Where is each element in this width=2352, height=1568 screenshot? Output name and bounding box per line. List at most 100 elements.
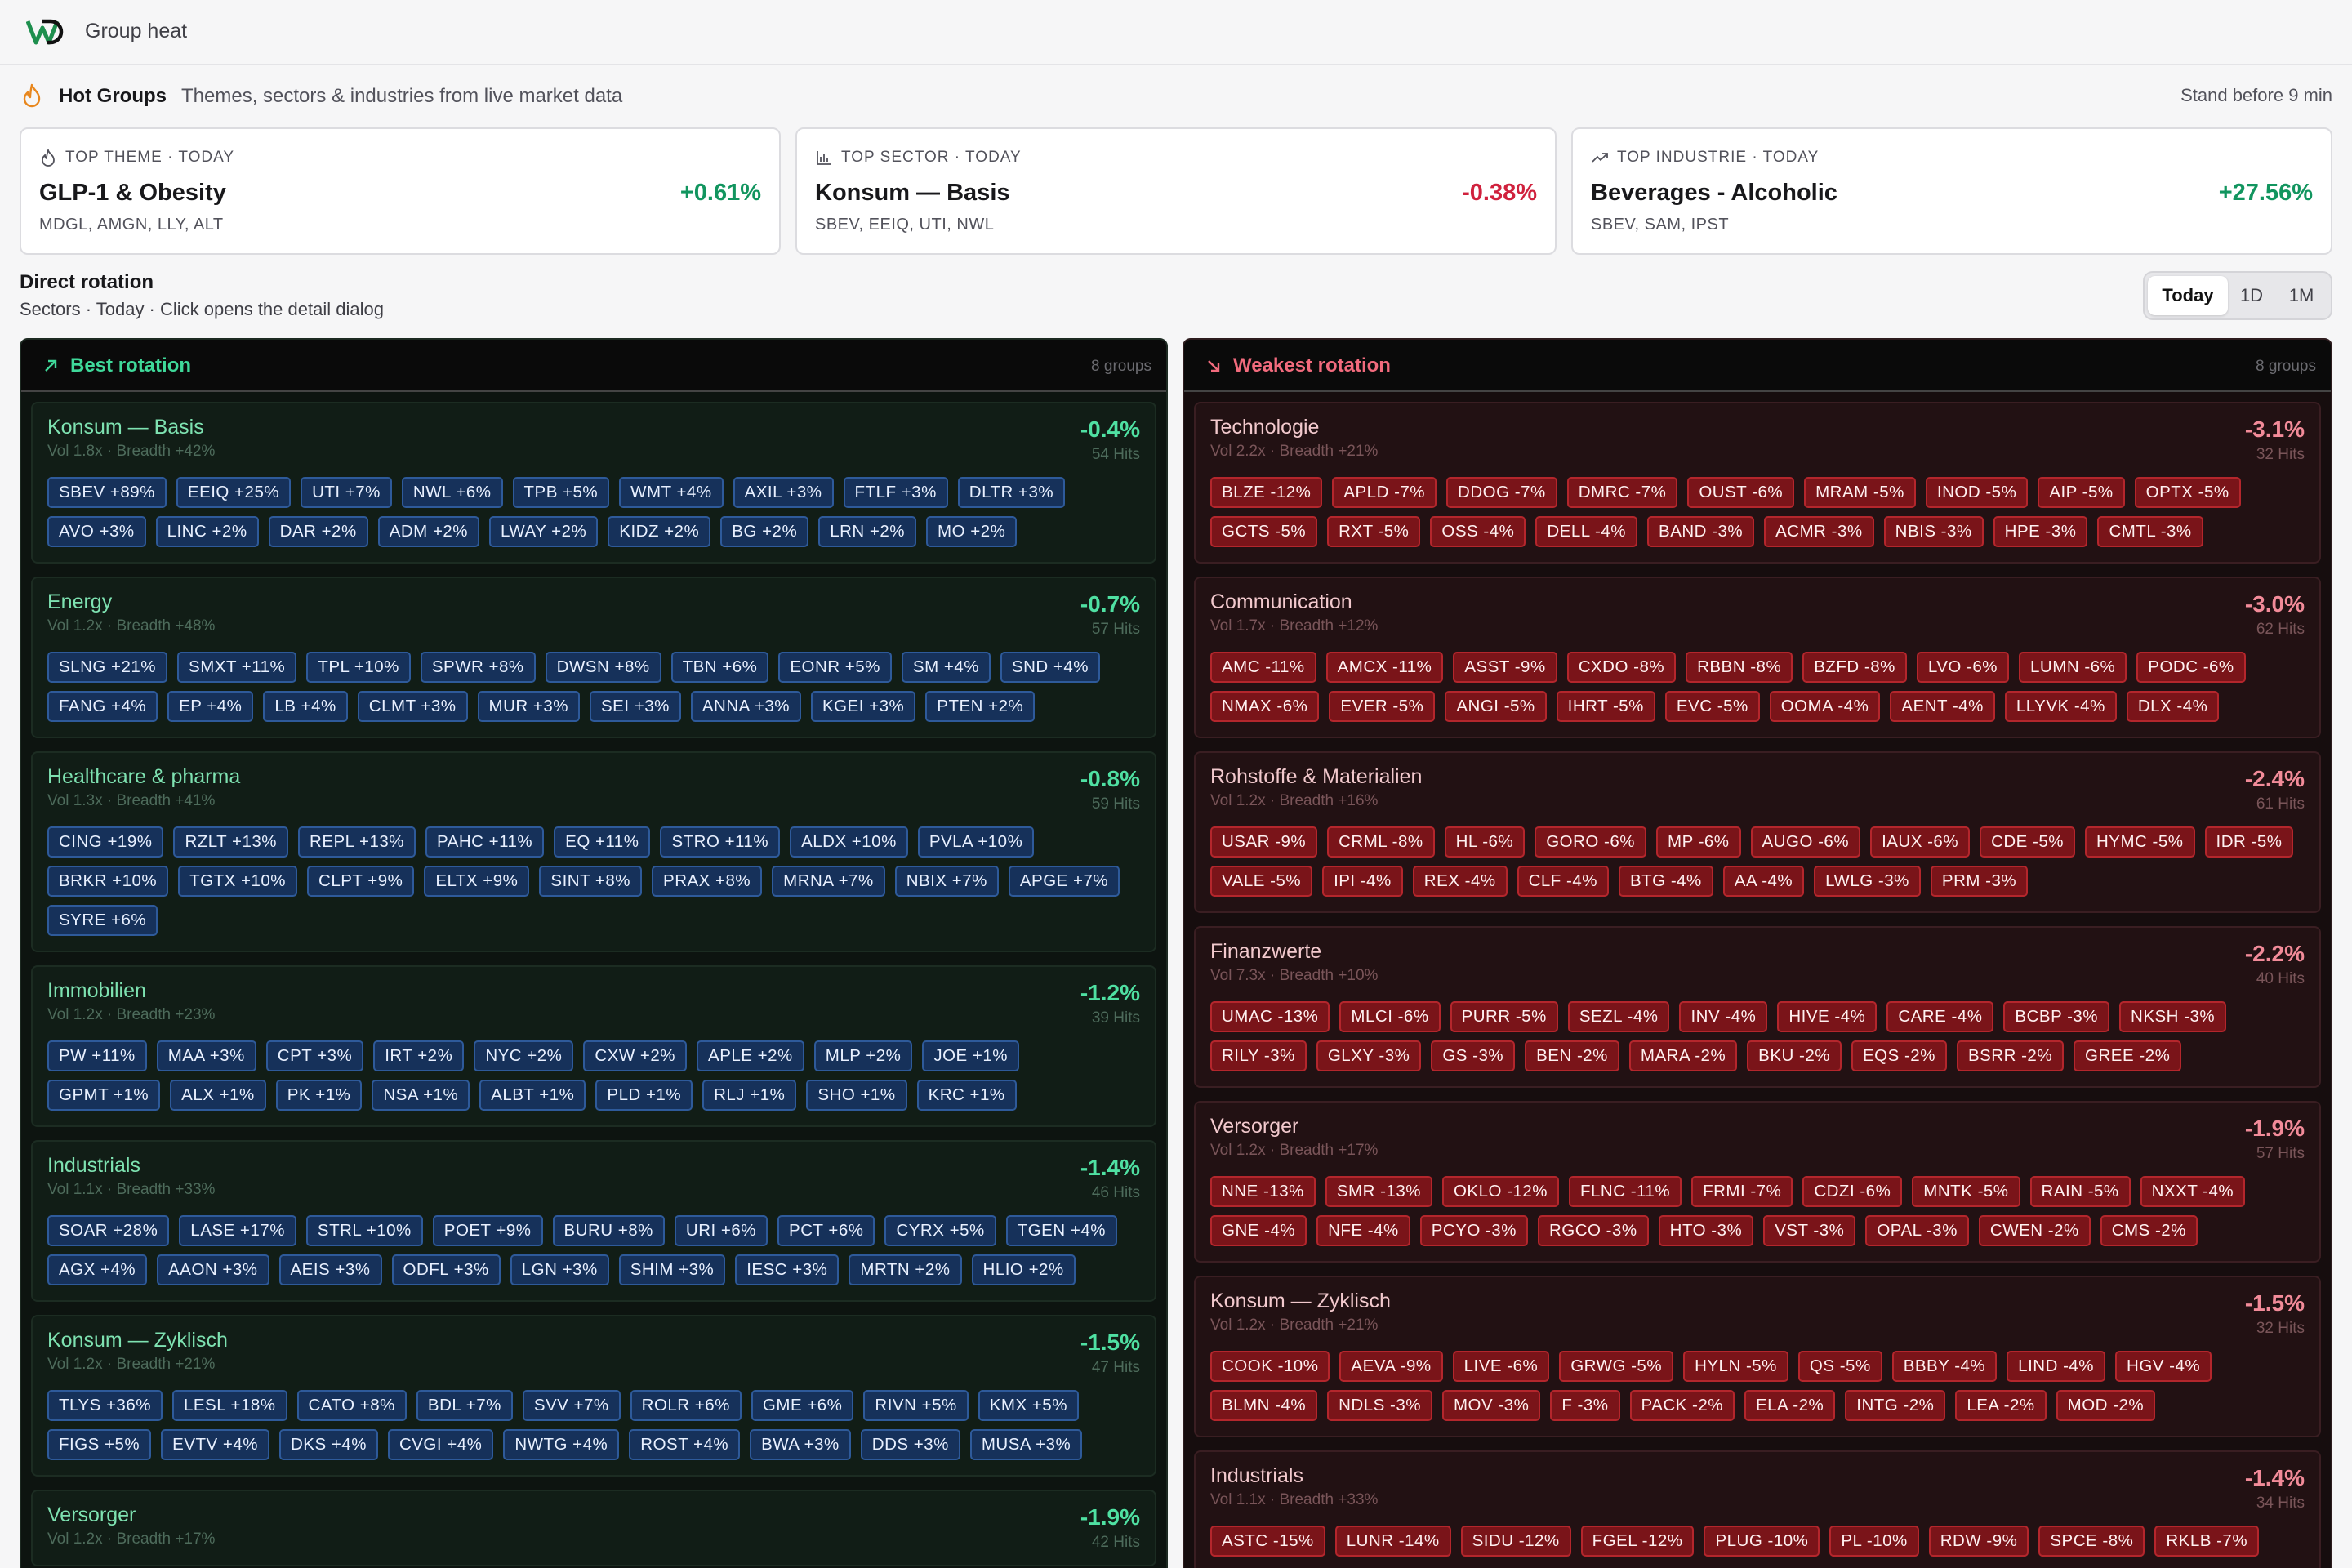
ticker-chip[interactable]: SHIM +3% <box>618 1254 726 1285</box>
ticker-chip[interactable]: MRAM -5% <box>1804 477 1916 508</box>
ticker-chip[interactable]: SPWR +8% <box>420 652 536 683</box>
ticker-chip[interactable]: APLE +2% <box>697 1040 804 1071</box>
ticker-chip[interactable]: NNE -13% <box>1210 1176 1316 1207</box>
ticker-chip[interactable]: PLUG -10% <box>1704 1526 1820 1557</box>
ticker-chip[interactable]: SYRE +6% <box>47 905 158 936</box>
ticker-chip[interactable]: PODC -6% <box>2136 652 2246 683</box>
ticker-chip[interactable]: APGE +7% <box>1008 866 1120 897</box>
ticker-chip[interactable]: USAR -9% <box>1210 826 1318 858</box>
ticker-chip[interactable]: ROST +4% <box>629 1429 741 1460</box>
ticker-chip[interactable]: BWA +3% <box>750 1429 851 1460</box>
ticker-chip[interactable]: CMTL -3% <box>2097 516 2203 547</box>
ticker-chip[interactable]: MARA -2% <box>1628 1040 1738 1071</box>
ticker-chip[interactable]: SBEV +89% <box>47 477 167 508</box>
rotation-group[interactable]: Versorger Vol 1.2x · Breadth +17% -1.9% 42 … <box>31 1490 1156 1566</box>
ticker-chip[interactable]: AEVA -9% <box>1339 1351 1443 1382</box>
ticker-chip[interactable]: CLF -4% <box>1517 866 1609 897</box>
ticker-chip[interactable]: SND +4% <box>1000 652 1101 683</box>
ticker-chip[interactable]: CING +19% <box>47 826 164 858</box>
ticker-chip[interactable]: BBBY -4% <box>1891 1351 1998 1382</box>
ticker-chip[interactable]: NKSH -3% <box>2119 1001 2227 1032</box>
ticker-chip[interactable]: EQ +11% <box>554 826 651 858</box>
ticker-chip[interactable]: ALDX +10% <box>790 826 908 858</box>
ticker-chip[interactable]: AEIS +3% <box>278 1254 382 1285</box>
ticker-chip[interactable]: KIDZ +2% <box>608 516 711 547</box>
ticker-chip[interactable]: TGTX +10% <box>178 866 298 897</box>
ticker-chip[interactable]: AIP -5% <box>2038 477 2125 508</box>
ticker-chip[interactable]: CDE -5% <box>1980 826 2075 858</box>
timeframe-today[interactable]: Today <box>2148 276 2228 315</box>
ticker-chip[interactable]: ALBT +1% <box>479 1080 586 1111</box>
ticker-chip[interactable]: IPI -4% <box>1322 866 1403 897</box>
ticker-chip[interactable]: ANNA +3% <box>690 691 801 722</box>
ticker-chip[interactable]: LRN +2% <box>818 516 916 547</box>
ticker-chip[interactable]: GNE -4% <box>1210 1215 1307 1246</box>
ticker-chip[interactable]: SM +4% <box>901 652 991 683</box>
ticker-chip[interactable]: PURR -5% <box>1450 1001 1558 1032</box>
rotation-group[interactable]: Industrials Vol 1.1x · Breadth +33% -1.4% 3… <box>1194 1450 2321 1568</box>
ticker-chip[interactable]: AVO +3% <box>47 516 146 547</box>
ticker-chip[interactable]: RGCO -3% <box>1537 1215 1649 1246</box>
ticker-chip[interactable]: TBN +6% <box>670 652 769 683</box>
ticker-chip[interactable]: SEI +3% <box>590 691 681 722</box>
ticker-chip[interactable]: HLIO +2% <box>971 1254 1076 1285</box>
ticker-chip[interactable]: CDZI -6% <box>1802 1176 1903 1207</box>
ticker-chip[interactable]: REX -4% <box>1412 866 1508 897</box>
ticker-chip[interactable]: BLMN -4% <box>1210 1390 1318 1421</box>
ticker-chip[interactable]: FLNC -11% <box>1568 1176 1682 1207</box>
ticker-chip[interactable]: DDS +3% <box>860 1429 960 1460</box>
ticker-chip[interactable]: DLX -4% <box>2126 691 2220 722</box>
ticker-chip[interactable]: IRT +2% <box>373 1040 465 1071</box>
ticker-chip[interactable]: MP -6% <box>1656 826 1741 858</box>
ticker-chip[interactable]: FRMI -7% <box>1691 1176 1793 1207</box>
ticker-chip[interactable]: TGEN +4% <box>1005 1215 1117 1246</box>
ticker-chip[interactable]: MOV -3% <box>1441 1390 1541 1421</box>
ticker-chip[interactable]: F -3% <box>1550 1390 1620 1421</box>
ticker-chip[interactable]: PL -10% <box>1829 1526 1919 1557</box>
ticker-chip[interactable]: EVER -5% <box>1329 691 1436 722</box>
ticker-chip[interactable]: CYRX +5% <box>884 1215 996 1246</box>
ticker-chip[interactable]: LEA -2% <box>1955 1390 2047 1421</box>
ticker-chip[interactable]: GPMT +1% <box>47 1080 161 1111</box>
ticker-chip[interactable]: BLZE -12% <box>1210 477 1323 508</box>
ticker-chip[interactable]: MOD -2% <box>2056 1390 2156 1421</box>
ticker-chip[interactable]: NDLS -3% <box>1327 1390 1432 1421</box>
ticker-chip[interactable]: ASST -9% <box>1453 652 1557 683</box>
rotation-group[interactable]: Communication Vol 1.7x · Breadth +12% -3.0… <box>1194 577 2321 738</box>
ticker-chip[interactable]: INTG -2% <box>1845 1390 1946 1421</box>
rotation-group[interactable]: Technologie Vol 2.2x · Breadth +21% -3.1% 3… <box>1194 402 2321 564</box>
ticker-chip[interactable]: GS -3% <box>1431 1040 1516 1071</box>
ticker-chip[interactable]: OSS -4% <box>1430 516 1526 547</box>
ticker-chip[interactable]: LINC +2% <box>155 516 259 547</box>
ticker-chip[interactable]: EEIQ +25% <box>176 477 292 508</box>
ticker-chip[interactable]: SMR -13% <box>1325 1176 1432 1207</box>
ticker-chip[interactable]: OKLO -12% <box>1441 1176 1559 1207</box>
ticker-chip[interactable]: CXW +2% <box>583 1040 688 1071</box>
ticker-chip[interactable]: COOK -10% <box>1210 1351 1330 1382</box>
ticker-chip[interactable]: OPAL -3% <box>1865 1215 1969 1246</box>
ticker-chip[interactable]: MUR +3% <box>477 691 580 722</box>
ticker-chip[interactable]: SEZL -4% <box>1567 1001 1670 1032</box>
ticker-chip[interactable]: KGEI +3% <box>810 691 916 722</box>
ticker-chip[interactable]: NBIS -3% <box>1883 516 1984 547</box>
ticker-chip[interactable]: GORO -6% <box>1535 826 1646 858</box>
ticker-chip[interactable]: RBBN -8% <box>1686 652 1793 683</box>
ticker-chip[interactable]: FTLF +3% <box>843 477 948 508</box>
ticker-chip[interactable]: NXXT -4% <box>2140 1176 2246 1207</box>
ticker-chip[interactable]: IDR -5% <box>2204 826 2294 858</box>
ticker-chip[interactable]: POET +9% <box>432 1215 543 1246</box>
ticker-chip[interactable]: NYC +2% <box>474 1040 574 1071</box>
ticker-chip[interactable]: PK +1% <box>275 1080 363 1111</box>
ticker-chip[interactable]: AMC -11% <box>1210 652 1316 683</box>
ticker-chip[interactable]: NWTG +4% <box>503 1429 620 1460</box>
ticker-chip[interactable]: NSA +1% <box>372 1080 470 1111</box>
ticker-chip[interactable]: CXDO -8% <box>1566 652 1677 683</box>
ticker-chip[interactable]: LB +4% <box>263 691 348 722</box>
ticker-chip[interactable]: ROLR +6% <box>630 1390 742 1421</box>
ticker-chip[interactable]: DMRC -7% <box>1566 477 1678 508</box>
ticker-chip[interactable]: HYLN -5% <box>1683 1351 1788 1382</box>
ticker-chip[interactable]: TPB +5% <box>512 477 610 508</box>
ticker-chip[interactable]: SIDU -12% <box>1460 1526 1571 1557</box>
ticker-chip[interactable]: RKLB -7% <box>2154 1526 2260 1557</box>
ticker-chip[interactable]: ACMR -3% <box>1764 516 1874 547</box>
